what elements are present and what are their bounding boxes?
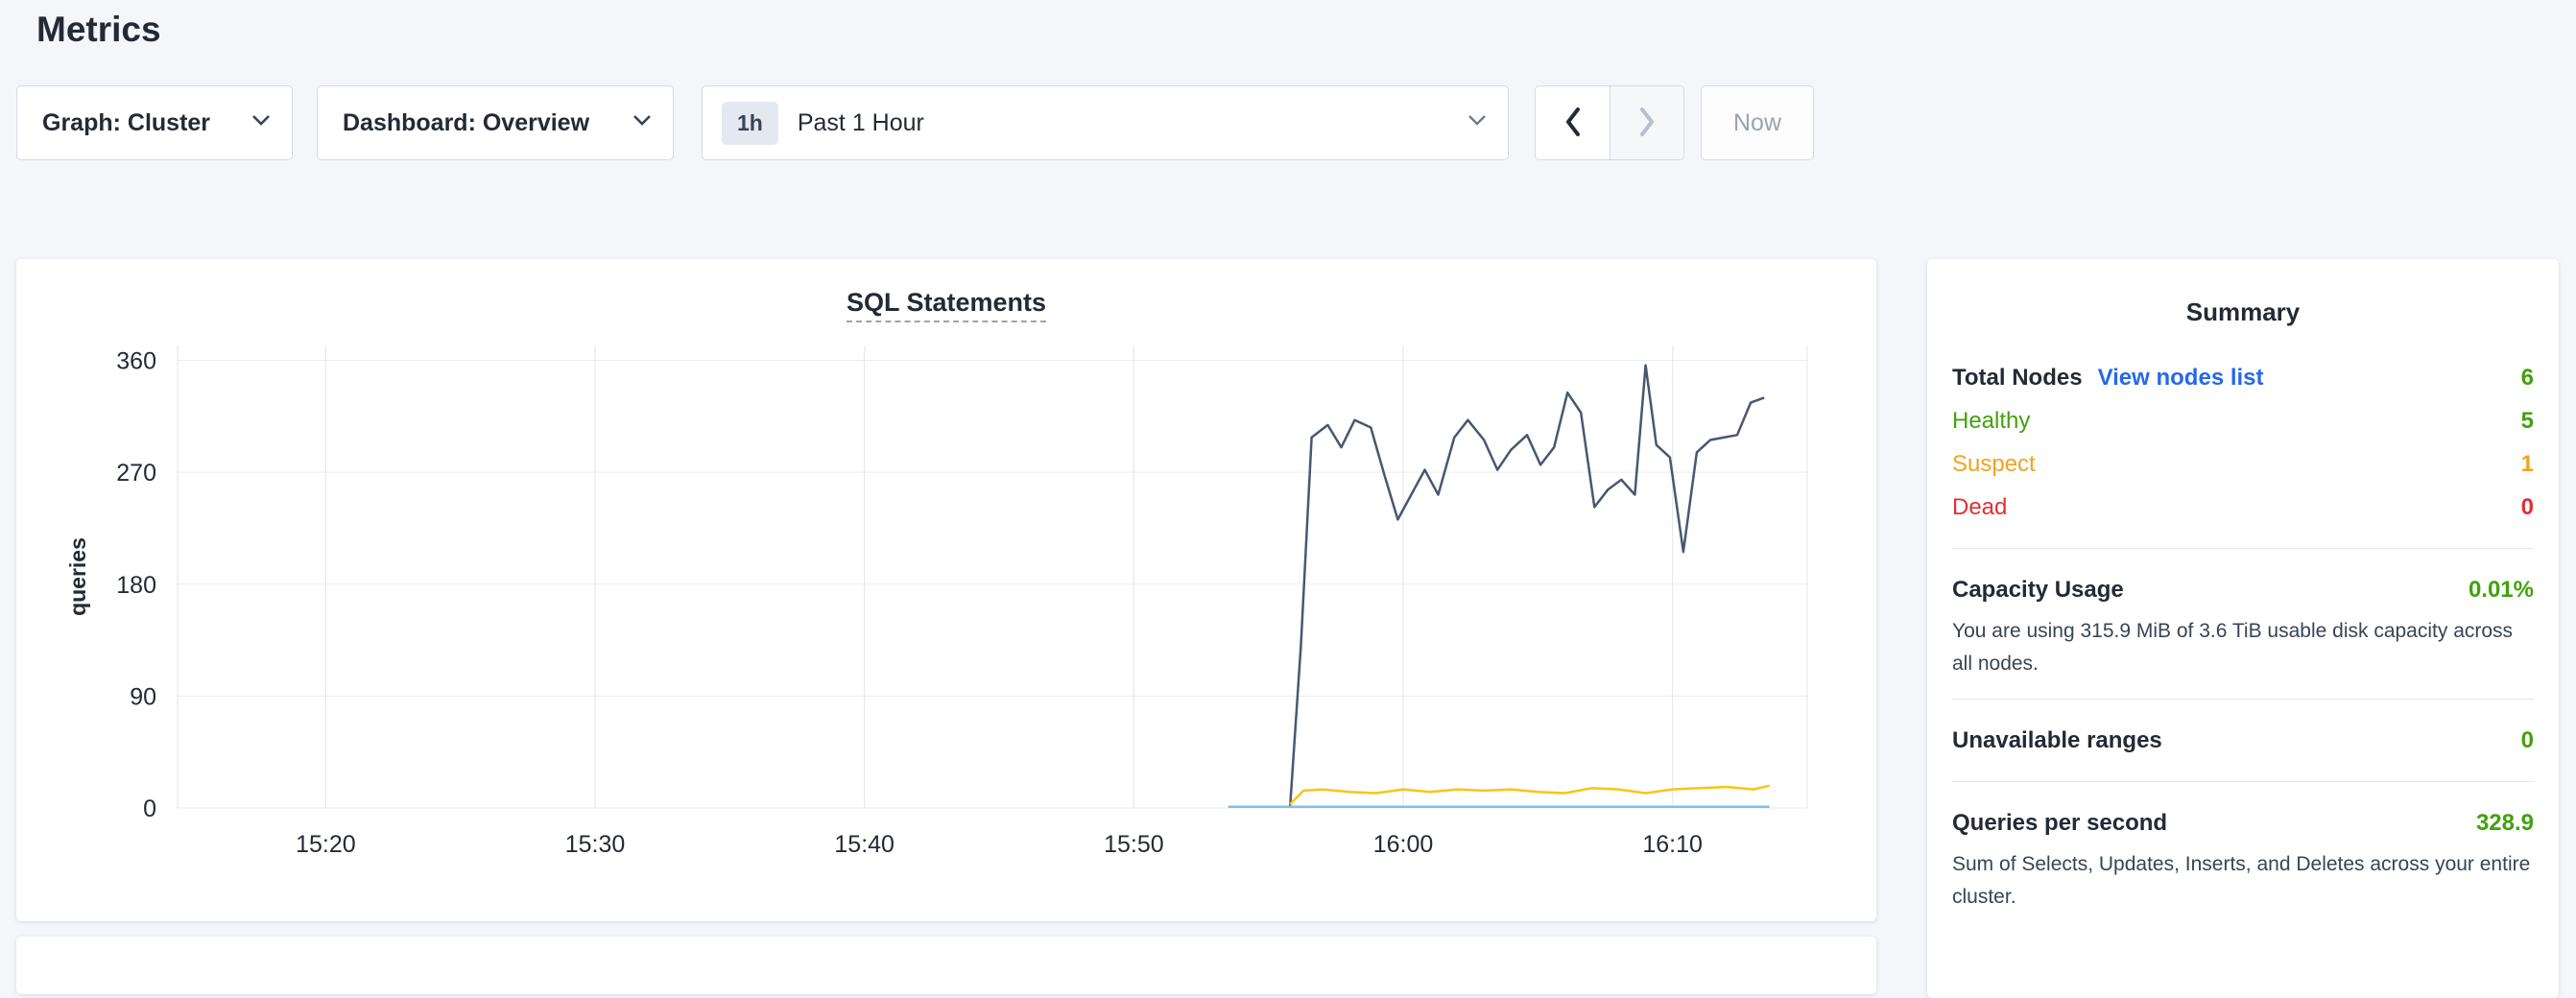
- chevron-down-icon: [251, 114, 271, 131]
- total-nodes-row: Total Nodes View nodes list 6: [1952, 356, 2534, 399]
- chevron-left-icon: [1562, 106, 1584, 141]
- summary-panel: Summary Total Nodes View nodes list 6 He…: [1927, 259, 2559, 998]
- total-nodes-label: Total Nodes: [1952, 364, 2083, 391]
- sql-statements-chart-card: SQL Statements 0 90 180 270 360 15:20 15:30 15:…: [16, 259, 1876, 921]
- svg-text:15:20: 15:20: [296, 831, 356, 858]
- divider: [1952, 548, 2534, 549]
- healthy-nodes-label: Healthy: [1952, 407, 2031, 434]
- time-window-selector[interactable]: 1h Past 1 Hour: [702, 85, 1509, 160]
- svg-text:180: 180: [116, 572, 156, 599]
- sql-statements-chart[interactable]: 0 90 180 270 360 15:20 15:30 15:40 15:50 16:00 16:…: [32, 326, 1861, 864]
- svg-text:15:50: 15:50: [1104, 831, 1164, 858]
- svg-text:15:40: 15:40: [834, 831, 894, 858]
- chart-title[interactable]: SQL Statements: [846, 288, 1047, 322]
- suspect-nodes-value: 1: [2520, 450, 2534, 477]
- svg-text:16:10: 16:10: [1642, 831, 1703, 858]
- svg-text:0: 0: [143, 796, 156, 822]
- summary-title: Summary: [2185, 297, 2301, 326]
- chevron-down-icon: [632, 114, 652, 131]
- dead-nodes-value: 0: [2520, 493, 2534, 520]
- dashboard-selector-label: Dashboard: Overview: [343, 108, 590, 136]
- chevron-right-icon: [1636, 106, 1658, 141]
- capacity-usage-label: Capacity Usage: [1952, 576, 2124, 603]
- unavailable-ranges-row: Unavailable ranges 0: [1952, 719, 2534, 762]
- unavailable-ranges-value: 0: [2520, 726, 2534, 753]
- suspect-nodes-row: Suspect 1: [1952, 442, 2534, 486]
- svg-text:90: 90: [130, 683, 156, 710]
- capacity-usage-value: 0.01%: [2468, 576, 2534, 603]
- unavailable-ranges-label: Unavailable ranges: [1952, 726, 2162, 753]
- svg-text:15:30: 15:30: [565, 831, 626, 858]
- graph-selector-dropdown[interactable]: Graph: Cluster: [16, 85, 293, 160]
- chart-title-row: SQL Statements: [16, 259, 1876, 322]
- graph-selector-label: Graph: Cluster: [42, 108, 211, 136]
- time-window-badge: 1h: [722, 101, 778, 145]
- total-nodes-value: 6: [2520, 364, 2534, 391]
- healthy-nodes-value: 5: [2520, 407, 2534, 434]
- dead-nodes-row: Dead 0: [1952, 486, 2534, 529]
- divider: [1952, 699, 2534, 701]
- next-chart-card-partial: [16, 937, 1876, 994]
- capacity-usage-description: You are using 315.9 MiB of 3.6 TiB usabl…: [1952, 620, 2514, 675]
- time-range-forward-button[interactable]: [1610, 86, 1683, 159]
- view-nodes-list-link[interactable]: View nodes list: [2097, 364, 2264, 391]
- capacity-usage-row: Capacity Usage 0.01%: [1952, 568, 2534, 611]
- chevron-down-icon: [1467, 114, 1487, 131]
- queries-per-second-row: Queries per second 328.9: [1952, 801, 2534, 844]
- svg-text:16:00: 16:00: [1373, 831, 1434, 858]
- healthy-nodes-row: Healthy 5: [1952, 399, 2534, 442]
- svg-text:270: 270: [116, 460, 156, 487]
- time-range-back-button[interactable]: [1536, 86, 1610, 159]
- svg-text:queries: queries: [65, 537, 90, 616]
- time-range-arrow-group: [1535, 85, 1684, 160]
- dashboard-selector-dropdown[interactable]: Dashboard: Overview: [317, 85, 674, 160]
- dead-nodes-label: Dead: [1952, 493, 2008, 520]
- time-window-label: Past 1 Hour: [797, 108, 924, 136]
- queries-per-second-label: Queries per second: [1952, 809, 2168, 836]
- queries-per-second-value: 328.9: [2475, 809, 2534, 836]
- page-title: Metrics: [36, 10, 161, 49]
- divider: [1952, 781, 2534, 783]
- queries-per-second-description: Sum of Selects, Updates, Inserts, and De…: [1952, 853, 2531, 908]
- now-button[interactable]: Now: [1701, 85, 1814, 160]
- svg-text:360: 360: [116, 348, 156, 375]
- suspect-nodes-label: Suspect: [1952, 450, 2036, 477]
